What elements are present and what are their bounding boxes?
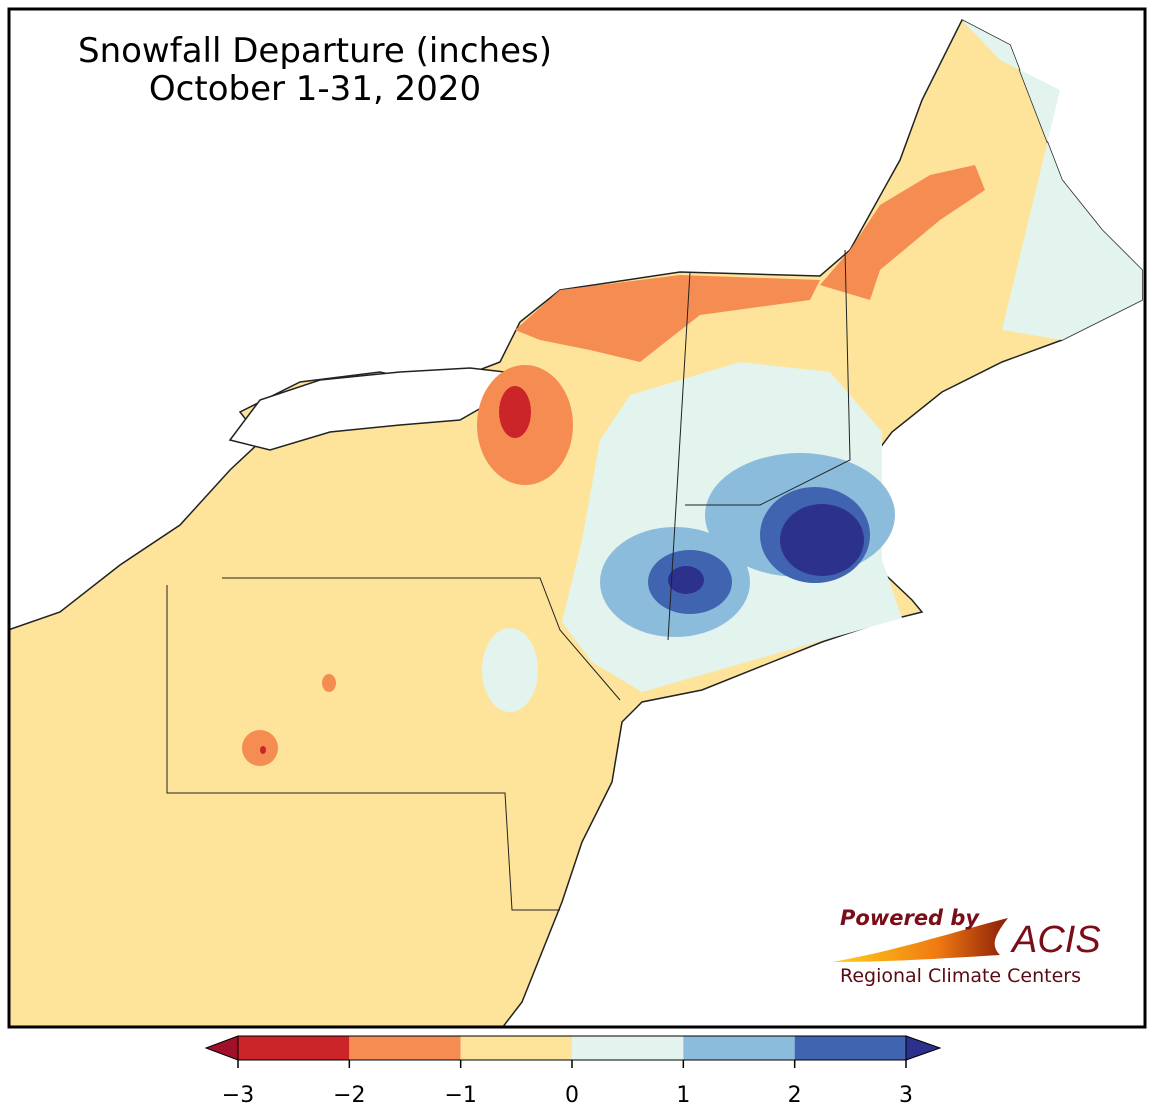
colorbar-over <box>905 1035 942 1061</box>
state-borders <box>222 577 621 701</box>
pa-light-blue <box>482 628 538 712</box>
colorbar: −3 −2 −1 0 1 2 3 <box>204 1035 942 1108</box>
dark-blue-2 <box>780 504 864 576</box>
colorbar-tick-label: 1 <box>676 1083 690 1108</box>
maine-light-blue <box>962 20 1142 340</box>
pa-orange-2 <box>242 730 278 766</box>
pa-orange-1 <box>322 674 336 692</box>
colorbar-segment <box>683 1036 795 1060</box>
tug-hill-red <box>499 386 531 438</box>
colorbar-tick-label: −1 <box>444 1083 476 1108</box>
dark-blue-1 <box>668 566 704 594</box>
pa-red <box>260 746 266 754</box>
colorbar-tick-label: −2 <box>333 1083 365 1108</box>
logo-swoosh <box>832 918 1008 962</box>
colorbar-tick-label: 3 <box>899 1083 913 1108</box>
colorbar-tick-label: 2 <box>788 1083 802 1108</box>
ny-orange <box>515 275 820 362</box>
colorbar-segment <box>794 1036 906 1060</box>
frame <box>7 7 1147 1029</box>
colorbar-tick-label: −3 <box>222 1083 254 1108</box>
logo-name: ACIS <box>1010 919 1101 961</box>
colorbar-under <box>204 1035 239 1061</box>
subtitle: October 1-31, 2020 <box>149 69 481 109</box>
title: Snowfall Departure (inches) <box>78 31 552 71</box>
colorbar-tick-label: 0 <box>565 1083 579 1108</box>
logo: Powered by ACIS Regional Climate Centers <box>832 906 1101 987</box>
colorbar-segment <box>238 1036 350 1060</box>
colorbar-segment <box>572 1036 684 1060</box>
colorbar-segment <box>349 1036 461 1060</box>
maine-orange <box>820 165 985 300</box>
pa-border <box>166 585 560 911</box>
ne-borders <box>667 271 691 641</box>
colorbar-segment <box>460 1036 572 1060</box>
map <box>9 18 1143 1027</box>
logo-powered-by: Powered by <box>840 906 980 930</box>
logo-tagline: Regional Climate Centers <box>840 965 1081 987</box>
nh-border <box>685 249 851 506</box>
